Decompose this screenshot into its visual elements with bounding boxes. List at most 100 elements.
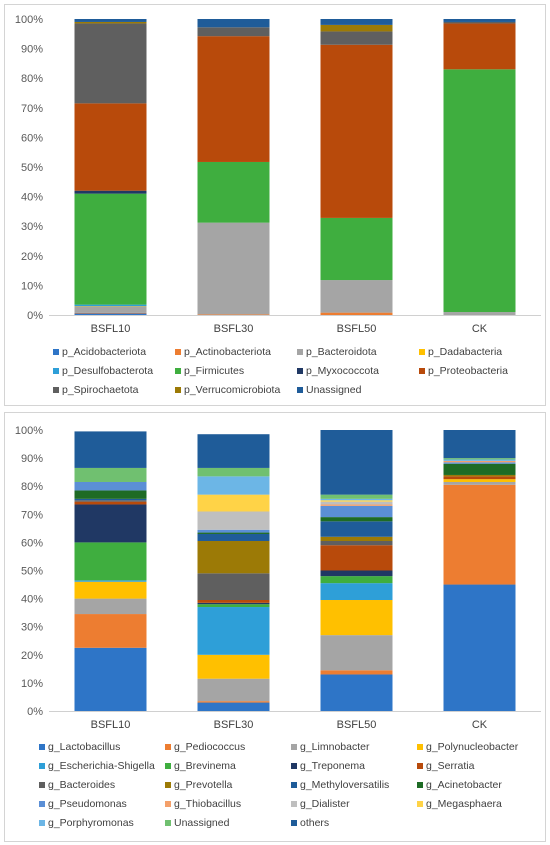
bar-segment-unassigned-bsfl30 <box>197 467 270 477</box>
bar-segment-g-prevotella-bsfl30 <box>197 540 270 574</box>
y-tick-label: 0% <box>27 706 43 718</box>
legend-label-g-lactobacillus: g_Lactobacillus <box>48 741 120 753</box>
bar-segment-p-actinobacteriota-bsfl10 <box>74 312 147 314</box>
legend-label-p-spirochaetota: p_Spirochaetota <box>62 384 139 396</box>
bar-segment-g-pseudomonas-bsfl10 <box>74 481 147 491</box>
legend-label-g-acinetobacter: g_Acinetobacter <box>426 779 502 791</box>
bar-segment-g-pediococcus-bsfl10 <box>74 614 147 648</box>
bar-segment-g-dialister-bsfl30 <box>197 511 270 530</box>
bar-segment-g-escherichia-shigella-bsfl50 <box>320 583 393 601</box>
legend-swatch-g-serratia <box>417 763 423 769</box>
bar-segment-g-lactobacillus-bsfl10 <box>74 647 147 711</box>
x-tick-label-bsfl30: BSFL30 <box>214 719 254 731</box>
bar-segment-g-limnobacter-bsfl10 <box>74 598 147 615</box>
legend-swatch-g-methyloversatilis <box>291 782 297 788</box>
bar-segment-others-ck <box>443 430 516 459</box>
y-tick-label: 0% <box>27 310 43 322</box>
bar-segment-g-acinetobacter-bsfl30 <box>197 532 270 534</box>
bar-segment-p-firmicutes-ck <box>443 69 516 313</box>
bar-segment-g-escherichia-shigella-bsfl30 <box>197 607 270 655</box>
x-tick-label-bsfl30: BSFL30 <box>214 323 254 335</box>
bar-segment-g-lactobacillus-ck <box>443 584 516 711</box>
legend-swatch-g-dialister <box>291 801 297 807</box>
y-tick-label: 60% <box>21 537 43 549</box>
bar-segment-g-pediococcus-bsfl30 <box>197 701 270 703</box>
bar-segment-g-brevinema-bsfl30 <box>197 604 270 608</box>
legend-label-g-porphyromonas: g_Porphyromonas <box>48 817 134 829</box>
legend-label-p-actinobacteriota: p_Actinobacteriota <box>184 346 271 358</box>
bar-segment-g-limnobacter-ck <box>443 481 516 485</box>
legend-label-p-verrucomicrobiota: p_Verrucomicrobiota <box>184 384 280 396</box>
bar-segment-g-prevotella-bsfl50 <box>320 536 393 541</box>
bar-segment-unassigned-bsfl10 <box>74 467 147 482</box>
bar-segment-g-escherichia-shigella-bsfl10 <box>74 580 147 582</box>
y-tick-label: 30% <box>21 221 43 233</box>
legend-swatch-g-prevotella <box>165 782 171 788</box>
bar-segment-g-polynucleobacter-ck <box>443 479 516 482</box>
bar-segment-p-bacteroidota-ck <box>443 312 516 315</box>
legend-label-g-prevotella: g_Prevotella <box>174 779 233 791</box>
legend-swatch-p-verrucomicrobiota <box>175 387 181 393</box>
x-tick-label-ck: CK <box>472 719 488 731</box>
legend-label-p-dadabacteria: p_Dadabacteria <box>428 346 502 358</box>
legend-label-g-bacteroides: g_Bacteroides <box>48 779 115 791</box>
bar-segment-g-megasphaera-bsfl30 <box>197 494 270 512</box>
bar-segment-g-serratia-bsfl50 <box>320 545 393 571</box>
legend-swatch-g-brevinema <box>165 763 171 769</box>
legend-label-g-pseudomonas: g_Pseudomonas <box>48 798 127 810</box>
bar-segment-p-verrucomicrobiota-bsfl50 <box>320 24 393 32</box>
legend-swatch-g-limnobacter <box>291 744 297 750</box>
legend-label-g-limnobacter: g_Limnobacter <box>300 741 370 753</box>
bar-segment-others-bsfl30 <box>197 434 270 468</box>
bar-segment-g-porphyromonas-bsfl50 <box>320 498 393 501</box>
legend-swatch-g-thiobacillus <box>165 801 171 807</box>
genus-chart-panel: 0% 10% 20% 30% 40% 50% 60% 70% 80% 90% 100% BSFL10 B… <box>4 412 546 842</box>
bar-segment-unassigned-bsfl50 <box>320 494 393 499</box>
bar-segment-g-pseudomonas-ck <box>443 462 516 464</box>
bar-segment-g-limnobacter-bsfl50 <box>320 635 393 671</box>
bar-segment-p-firmicutes-bsfl10 <box>74 193 147 305</box>
y-tick-label: 10% <box>21 280 43 292</box>
legend-swatch-g-lactobacillus <box>39 744 45 750</box>
y-tick-label: 50% <box>21 162 43 174</box>
x-tick-label-bsfl10: BSFL10 <box>91 323 131 335</box>
bar-segment-p-acidobacteriota-bsfl10 <box>74 313 147 315</box>
y-tick-label: 20% <box>21 650 43 662</box>
bar-segment-g-pseudomonas-bsfl50 <box>320 505 393 518</box>
bar-segment-g-pediococcus-bsfl50 <box>320 670 393 675</box>
bar-segment-g-treponema-bsfl10 <box>74 504 147 543</box>
bar-segment-p-bacteroidota-bsfl10 <box>74 306 147 313</box>
bar-segment-g-polynucleobacter-bsfl50 <box>320 600 393 636</box>
legend-label-g-brevinema: g_Brevinema <box>174 760 236 772</box>
legend-label-p-myxococcota: p_Myxococcota <box>306 365 379 377</box>
y-tick-label: 20% <box>21 251 43 263</box>
bar-segment-g-bacteroides-bsfl30 <box>197 573 270 601</box>
legend-swatch-p-proteobacteria <box>419 368 425 374</box>
phylum-stacked-bar-chart: 0% 10% 20% 30% 40% 50% 60% 70% 80% 90% 100% BSFL10 B… <box>15 14 541 396</box>
legend-label-g-methyloversatilis: g_Methyloversatilis <box>300 779 389 791</box>
bar-segment-g-acinetobacter-ck <box>443 463 516 475</box>
legend-label-g-dialister: g_Dialister <box>300 798 350 810</box>
y-tick-label: 30% <box>21 622 43 634</box>
bar-segment-g-pseudomonas-bsfl30 <box>197 529 270 533</box>
legend-label-others: others <box>300 817 329 829</box>
y-tick-label: 80% <box>21 73 43 85</box>
x-tick-label-bsfl50: BSFL50 <box>337 719 377 731</box>
bar-segment-g-bacteroides-bsfl50 <box>320 540 393 546</box>
bar-segment-p-spirochaetota-bsfl50 <box>320 31 393 45</box>
legend-swatch-p-spirochaetota <box>53 387 59 393</box>
bar-segment-unassigned-bsfl10 <box>74 19 147 22</box>
bar-segment-p-proteobacteria-bsfl30 <box>197 36 270 162</box>
bar-segment-unassigned-ck <box>443 458 516 460</box>
bar-segment-g-lactobacillus-bsfl30 <box>197 702 270 711</box>
bar-segment-g-methyloversatilis-bsfl10 <box>74 498 147 501</box>
legend-swatch-g-porphyromonas <box>39 820 45 826</box>
y-tick-label: 60% <box>21 132 43 144</box>
bar-segment-p-bacteroidota-bsfl30 <box>197 222 270 315</box>
bar-segment-unassigned-ck <box>443 19 516 22</box>
bar-segment-p-desulfobacterota-bsfl10 <box>74 304 147 307</box>
bar-segment-g-thiobacillus-ck <box>443 460 516 463</box>
y-tick-label: 40% <box>21 192 43 204</box>
bar-segment-g-treponema-bsfl30 <box>197 602 270 605</box>
bar-segment-p-actinobacteriota-bsfl50 <box>320 312 393 315</box>
